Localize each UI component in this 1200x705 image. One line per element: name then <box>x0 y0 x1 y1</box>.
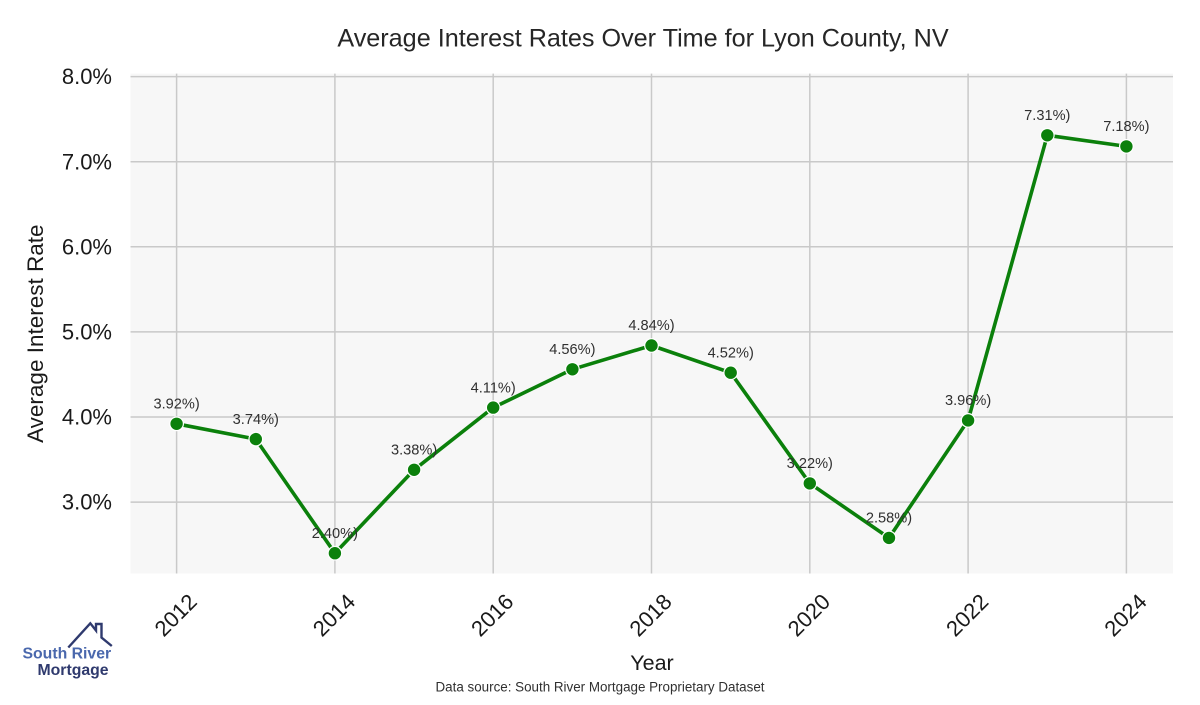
svg-text:Average Interest Rate: Average Interest Rate <box>23 224 48 442</box>
svg-text:Data source: South River Mortg: Data source: South River Mortgage Propri… <box>436 680 765 695</box>
svg-text:3.74%): 3.74%) <box>233 412 279 428</box>
svg-text:4.0%: 4.0% <box>62 405 112 430</box>
svg-text:7.18%): 7.18%) <box>1103 119 1149 135</box>
svg-text:2014: 2014 <box>308 589 360 641</box>
svg-text:2.58%): 2.58%) <box>866 511 912 527</box>
svg-text:4.11%): 4.11%) <box>471 380 516 396</box>
svg-text:2018: 2018 <box>624 589 676 641</box>
svg-text:4.56%): 4.56%) <box>549 342 595 358</box>
svg-text:Average Interest Rates Over Ti: Average Interest Rates Over Time for Lyo… <box>337 25 948 53</box>
svg-text:3.92%): 3.92%) <box>153 397 199 413</box>
svg-text:3.96%): 3.96%) <box>945 393 991 409</box>
svg-text:2016: 2016 <box>466 589 518 641</box>
svg-text:3.22%): 3.22%) <box>787 456 833 472</box>
svg-text:5.0%: 5.0% <box>62 320 112 345</box>
svg-text:Year: Year <box>630 651 673 675</box>
svg-text:2012: 2012 <box>150 589 202 641</box>
svg-text:Mortgage: Mortgage <box>38 662 109 679</box>
svg-text:6.0%: 6.0% <box>62 234 112 259</box>
svg-text:3.0%: 3.0% <box>62 490 112 515</box>
svg-text:4.52%): 4.52%) <box>708 345 754 361</box>
svg-text:7.31%): 7.31%) <box>1024 108 1070 124</box>
svg-text:2.40%): 2.40%) <box>312 526 358 542</box>
svg-text:2022: 2022 <box>941 589 993 641</box>
svg-text:2024: 2024 <box>1099 589 1151 641</box>
svg-text:2020: 2020 <box>783 589 835 641</box>
svg-text:South River: South River <box>23 646 112 663</box>
svg-text:8.0%: 8.0% <box>62 64 112 89</box>
svg-text:3.38%): 3.38%) <box>391 443 437 459</box>
svg-text:4.84%): 4.84%) <box>628 318 674 334</box>
svg-text:7.0%: 7.0% <box>62 149 112 174</box>
